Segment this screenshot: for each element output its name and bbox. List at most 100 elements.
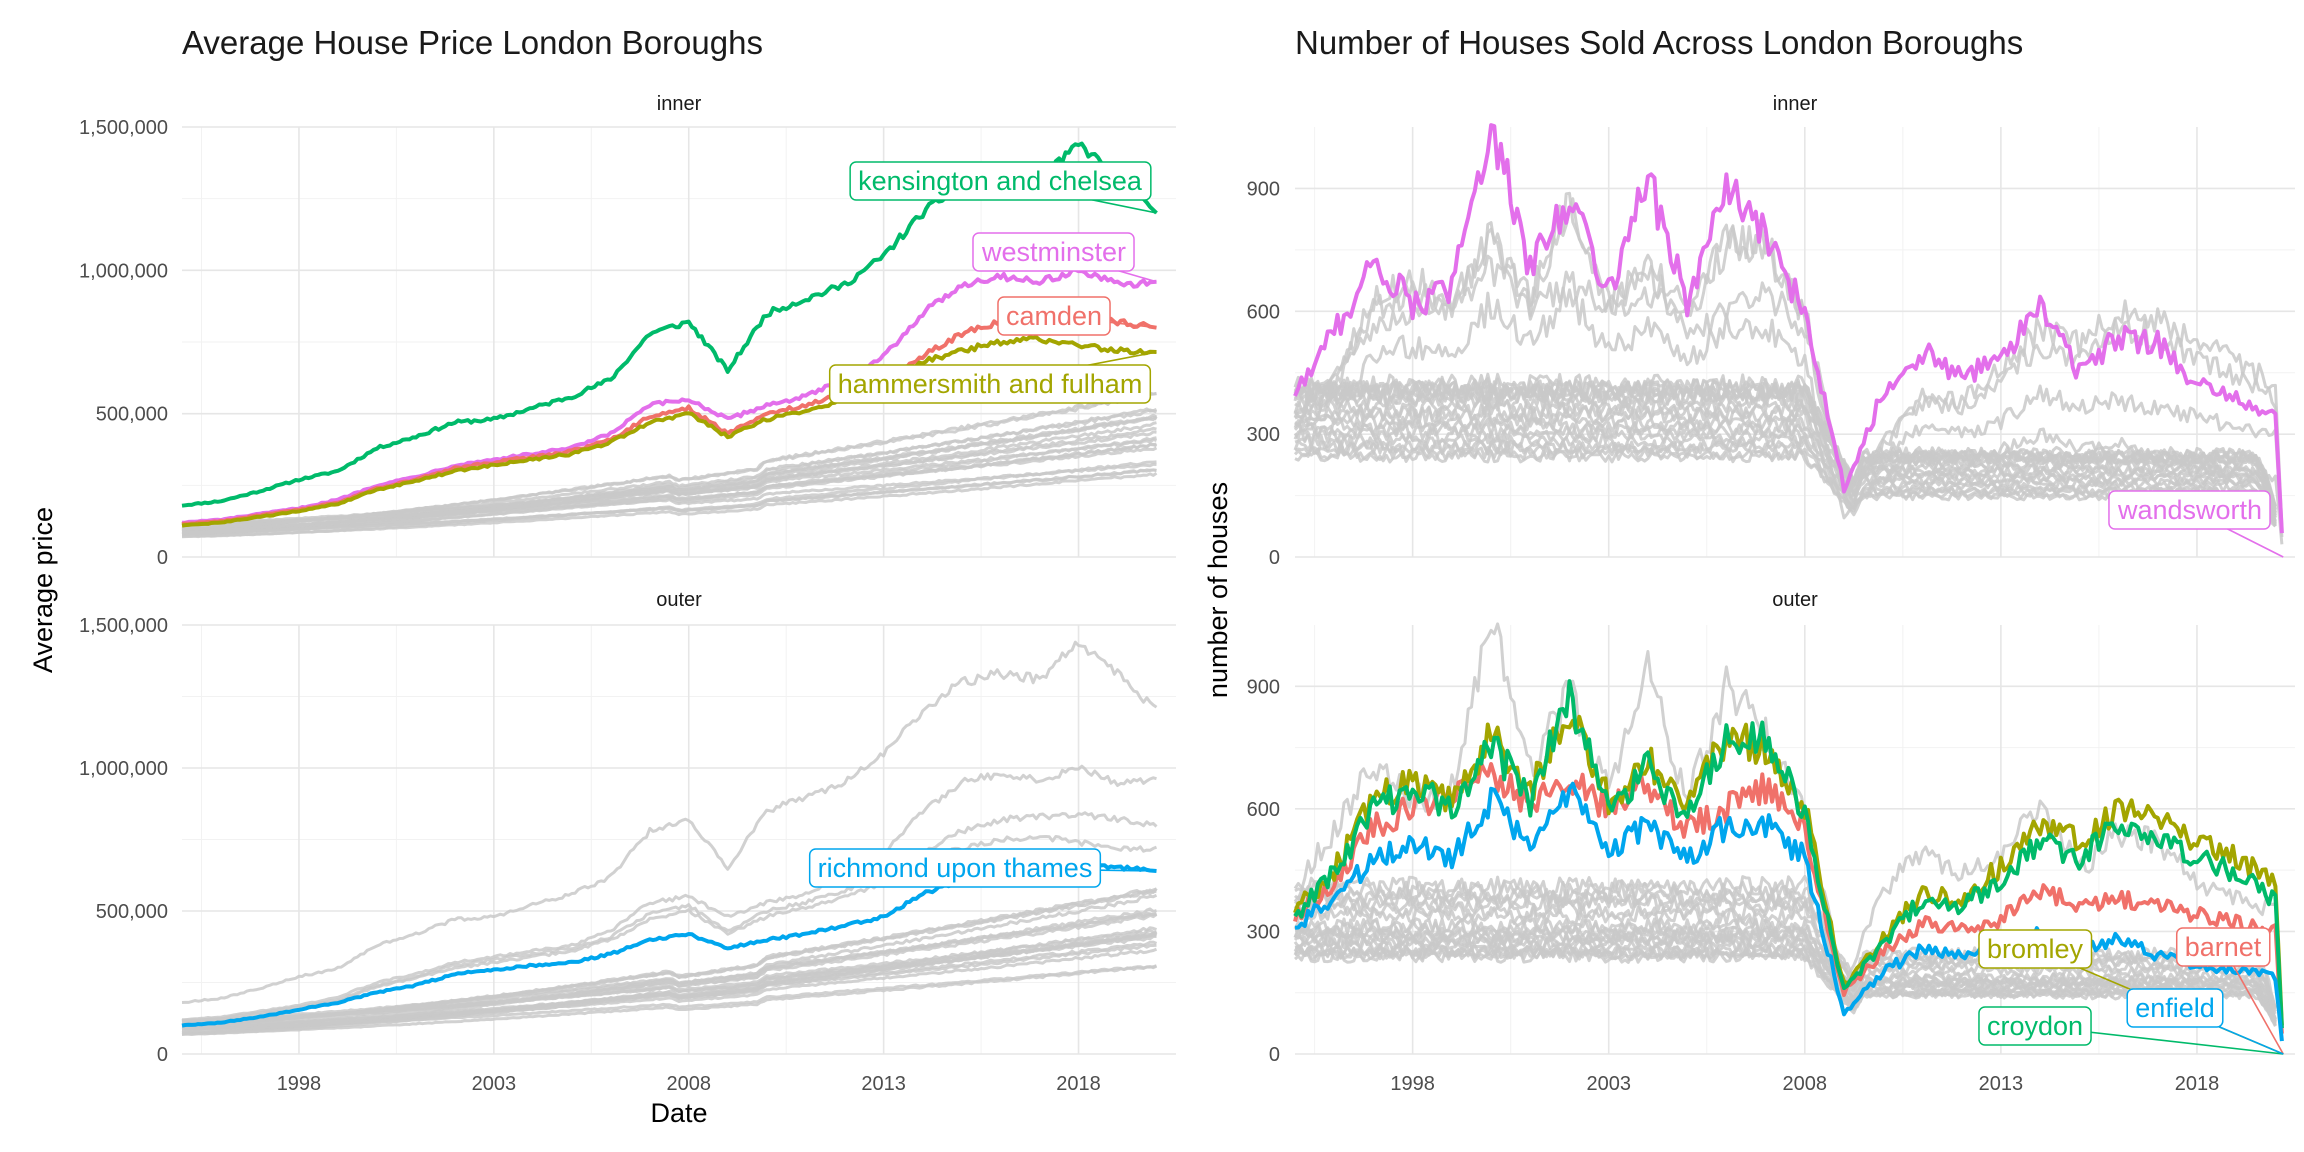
price-ytick-label: 1,000,000 <box>79 260 168 282</box>
series-label-bromley: bromley <box>1978 929 2284 1055</box>
series-label-box <box>2175 927 2271 967</box>
sold-background-line <box>1293 417 2277 522</box>
sold-xtick-label: 2008 <box>1783 1073 1828 1095</box>
price-ytick-label: 0 <box>157 547 168 569</box>
sold-ytick-label: 600 <box>1247 799 1280 821</box>
price-chart-title: Average House Price London Boroughs <box>182 24 763 61</box>
series-label-box <box>849 161 1152 201</box>
series-line-croydon <box>1293 679 2284 1029</box>
price-ytick-label: 0 <box>157 1044 168 1066</box>
sold-background-series <box>1293 622 2284 1029</box>
series-label-enfield: enfield <box>2126 988 2284 1055</box>
series-label-croydon: croydon <box>1978 1006 2284 1055</box>
series-line-barnet <box>1293 761 2284 1034</box>
price-xtick-label: 1998 <box>277 1073 322 1095</box>
price-background-line <box>181 940 1158 1028</box>
sold-ytick-label: 300 <box>1247 424 1280 446</box>
sold-xtick-label: 1998 <box>1390 1073 1435 1095</box>
sold-ytick-label: 900 <box>1247 178 1280 200</box>
series-label-box <box>808 848 1102 888</box>
sold-ytick-label: 900 <box>1247 676 1280 698</box>
price-facet-inner: inner 0 500,000 1,000,000 1,500,000 kensingto… <box>79 93 1176 569</box>
sold-strip-outer: outer <box>1772 589 1818 611</box>
price-background-line <box>181 964 1157 1031</box>
price-background-series <box>181 391 1158 539</box>
price-xtick-label: 2008 <box>666 1073 711 1095</box>
sold-strip-inner: inner <box>1773 93 1818 115</box>
series-label-wandsworth: wandsworth <box>2108 490 2284 558</box>
sold-facet-inner: inner 0 300 600 900 wandsworth <box>1247 93 2295 569</box>
series-label-box <box>1978 929 2093 969</box>
series-label-richmond-upon-thames: richmond upon thames <box>808 848 1157 888</box>
series-label-text: camden <box>1006 301 1102 331</box>
series-label-text: barnet <box>2185 932 2262 962</box>
series-line-hammersmith-and-fulham <box>181 335 1157 528</box>
price-background-line <box>182 947 1158 1031</box>
sold-background-line <box>1293 917 2277 1020</box>
price-ytick-label: 500,000 <box>96 901 168 923</box>
series-label-box <box>972 232 1135 272</box>
sold-ytick-label: 600 <box>1247 301 1280 323</box>
sold-ytick-label: 0 <box>1269 547 1280 569</box>
price-ytick-label: 1,500,000 <box>79 615 168 637</box>
sold-ytick-label: 300 <box>1247 921 1280 943</box>
price-background-line <box>181 640 1158 1004</box>
price-strip-inner: inner <box>657 93 702 115</box>
series-label-text: bromley <box>1987 934 2084 964</box>
sold-facet-outer: outer 0 300 600 900 barnet bromley croydon enfie… <box>1247 589 2295 1095</box>
houses-sold-chart-svg: Number of Houses Sold Across London Boro… <box>1203 24 2295 1095</box>
sold-xtick-label: 2018 <box>2175 1073 2220 1095</box>
average-price-chart-svg: Average House Price London Boroughs inner… <box>28 24 1176 1128</box>
series-label-text: richmond upon thames <box>818 853 1093 883</box>
series-label-text: kensington and chelsea <box>858 166 1143 196</box>
sold-ytick-label: 0 <box>1269 1044 1280 1066</box>
sold-chart-title: Number of Houses Sold Across London Boro… <box>1295 24 2023 61</box>
price-background-line <box>182 964 1158 1036</box>
price-x-axis-title: Date <box>650 1098 707 1128</box>
price-background-series <box>181 640 1158 1036</box>
price-background-line <box>181 408 1158 530</box>
average-price-chart: Average House Price London Boroughs inner… <box>28 24 1176 1128</box>
price-background-line <box>181 468 1157 535</box>
series-label-box <box>1978 1006 2092 1046</box>
series-label-hammersmith-and-fulham: hammersmith and fulham <box>828 351 1157 404</box>
series-label-text: hammersmith and fulham <box>838 369 1143 399</box>
series-label-westminster: westminster <box>972 232 1157 283</box>
sold-background-line <box>1294 944 2277 1027</box>
price-background-line <box>181 416 1158 536</box>
sold-background-line <box>1294 433 2277 525</box>
price-background-line <box>181 407 1158 535</box>
sold-background-series <box>1293 191 2284 545</box>
price-xtick-label: 2013 <box>861 1073 906 1095</box>
series-line-westminster <box>181 267 1157 525</box>
series-label-text: enfield <box>2135 993 2215 1023</box>
sold-xtick-label: 2003 <box>1586 1073 1631 1095</box>
sold-background-line <box>1294 384 2277 514</box>
series-label-barnet: barnet <box>2175 927 2284 1055</box>
sold-background-line <box>1293 398 2277 516</box>
price-ytick-label: 500,000 <box>96 404 168 426</box>
houses-sold-chart: Number of Houses Sold Across London Boro… <box>1180 0 2304 1152</box>
series-label-kensington-and-chelsea: kensington and chelsea <box>849 161 1157 214</box>
sold-background-line <box>1293 197 2284 527</box>
series-line-wandsworth <box>1293 123 2284 534</box>
price-y-axis-title: Average price <box>28 507 58 673</box>
price-background-line <box>181 764 1157 1022</box>
series-label-box <box>2108 490 2271 530</box>
series-label-text: westminster <box>981 237 1126 267</box>
price-xtick-label: 2003 <box>472 1073 517 1095</box>
sold-xtick-label: 2013 <box>1979 1073 2024 1095</box>
price-xtick-label: 2018 <box>1056 1073 1101 1095</box>
series-label-text: wandsworth <box>2117 495 2262 525</box>
series-label-box <box>828 364 1152 404</box>
sold-background-line <box>1293 191 2284 531</box>
sold-background-line <box>1294 905 2277 1015</box>
sold-y-axis-title: number of houses <box>1203 482 1233 698</box>
price-ytick-label: 1,500,000 <box>79 117 168 139</box>
sold-background-line <box>1293 931 2277 1022</box>
price-strip-outer: outer <box>656 589 702 611</box>
sold-background-line <box>1293 286 2284 545</box>
series-label-box <box>997 296 1111 336</box>
series-label-box <box>2126 988 2224 1028</box>
series-line-enfield <box>1294 781 2284 1042</box>
